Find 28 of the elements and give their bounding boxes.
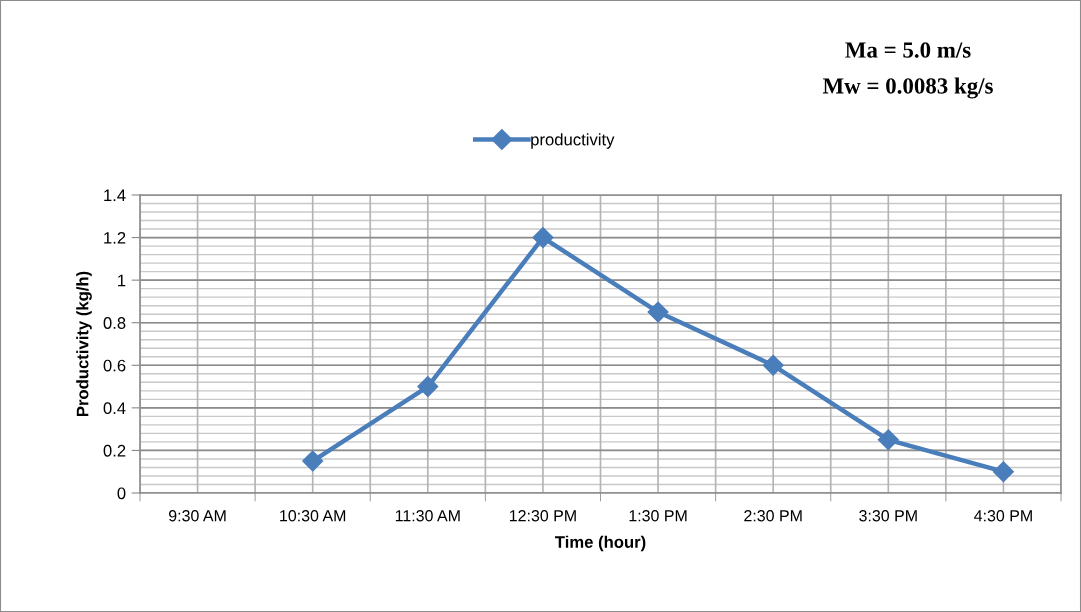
y-tick-label: 0.6 [103,359,126,372]
y-tick-label: 0.2 [103,444,126,457]
x-tick-label: 12:30 PM [509,510,576,522]
y-tick-label: 0.8 [103,317,126,329]
point [877,429,899,451]
point [417,376,439,398]
text: Mw = 0.0083 kg/s [822,77,993,99]
x-tick-label: 2:30 PM [744,510,802,522]
y-tick-label: 1 [118,274,126,287]
point [992,461,1014,483]
point [532,227,554,249]
y-tick-label: 1.2 [104,231,126,244]
point [647,301,669,323]
y-axis-title: Productivity (kg/h) [76,271,92,417]
x-tick-label: 4:30 PM [974,510,1032,522]
y-tick-label: 1.4 [104,189,126,202]
point [762,354,784,376]
point [302,450,324,472]
legend-label: productivity [531,133,615,149]
y-tick-label: 0.4 [103,402,126,415]
x-tick-label: 3:30 PM [859,510,917,522]
y-tick-label: 0 [117,487,126,500]
text: Ma = 5.0 m/s [845,42,971,58]
x-tick-label: 1:30 PM [629,510,687,522]
x-tick-label: 11:30 AM [395,510,460,522]
x-tick-label: 9:30 AM [169,510,226,522]
x-axis-title: Time (hour) [555,535,646,552]
x-tick-label: 10:30 AM [280,510,346,522]
